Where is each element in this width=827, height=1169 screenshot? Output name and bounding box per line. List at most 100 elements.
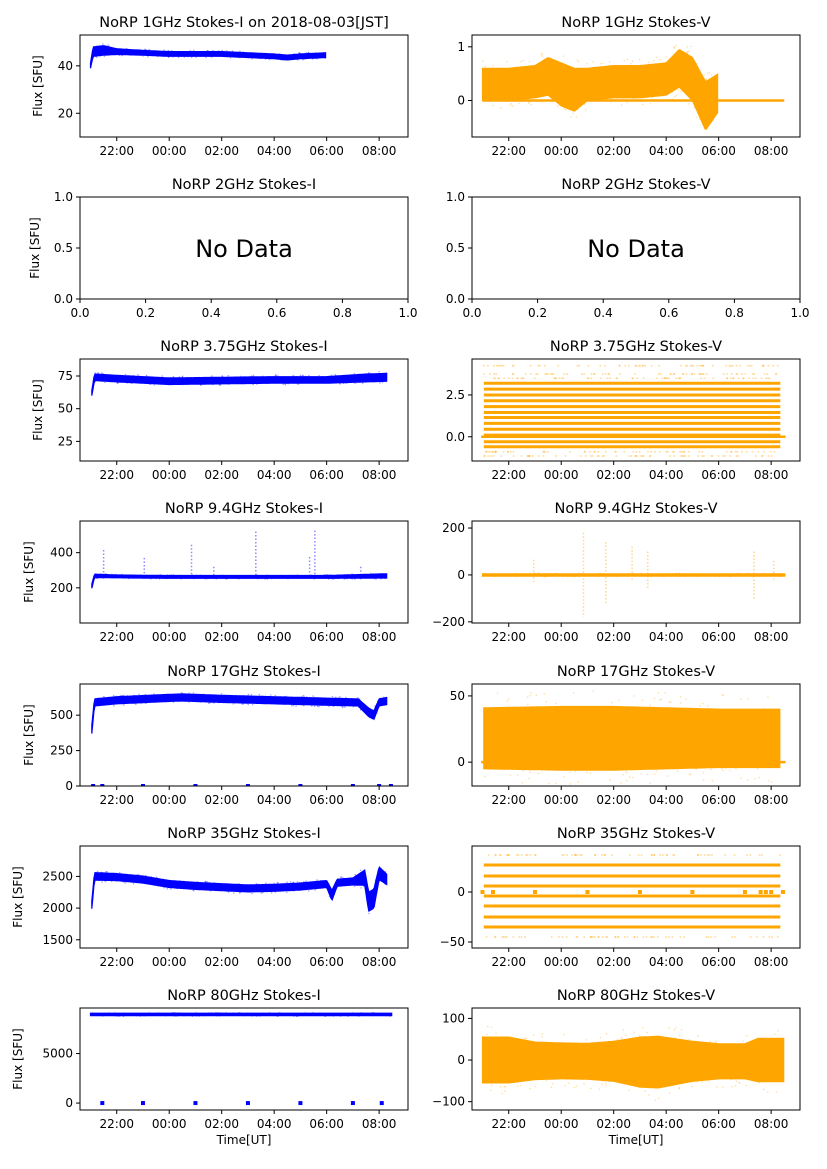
data-point: [673, 454, 676, 457]
data-point: [646, 1031, 648, 1034]
data-point: [542, 450, 545, 453]
data-point: [378, 370, 380, 373]
x-tick-label: 02:00: [596, 955, 631, 969]
data-point: [653, 773, 656, 775]
data-point: [339, 383, 341, 385]
data-point: [607, 373, 610, 376]
data-point: [508, 698, 510, 701]
data-point: [236, 577, 239, 580]
x-tick-label: 00:00: [152, 144, 187, 158]
data-point: [91, 715, 94, 717]
y-tick-label: 2.5: [446, 388, 465, 402]
data-point: [284, 382, 286, 385]
x-tick-label: 06:00: [309, 144, 344, 158]
data-point: [649, 704, 652, 706]
data-point: [650, 364, 653, 367]
data-point: [657, 691, 660, 694]
data-point: [745, 450, 748, 453]
x-tick-label: 22:00: [491, 630, 526, 644]
data-point: [176, 887, 179, 890]
data-point: [232, 51, 235, 53]
data-point: [196, 881, 199, 883]
data-point: [351, 573, 353, 575]
data-point: [168, 55, 170, 58]
data-point: [141, 1014, 144, 1017]
data-point: [293, 574, 296, 577]
data-point: [659, 854, 662, 856]
data-point: [168, 50, 170, 52]
axes-frame: [471, 1007, 801, 1111]
data-point: [265, 882, 267, 884]
data-point: [509, 67, 511, 69]
data-point: [633, 936, 636, 938]
data-point: [562, 373, 565, 376]
data-point: [195, 1012, 198, 1014]
data-point: [226, 577, 229, 580]
data-point: [121, 694, 123, 697]
data-point: [291, 881, 294, 884]
data-point: [740, 373, 743, 376]
x-tick-label: 08:00: [754, 144, 789, 158]
data-point: [748, 364, 751, 367]
data-point: [736, 450, 739, 453]
data-point: [251, 58, 253, 60]
data-point: [512, 373, 515, 376]
data-point: [92, 56, 94, 58]
data-point: [291, 375, 294, 378]
data-point: [566, 575, 568, 578]
data-point: [274, 891, 277, 893]
data-point: [574, 770, 577, 773]
subplot-title: NoRP 35GHz Stokes-V: [557, 826, 715, 842]
data-point: [255, 882, 257, 885]
data-point: [298, 52, 300, 54]
plot-area: [89, 43, 327, 69]
axes-frame: [79, 34, 409, 138]
data-point: [536, 373, 539, 376]
data-point: [658, 698, 661, 701]
data-point: [520, 936, 523, 938]
data-point: [227, 891, 230, 893]
data-point: [541, 55, 544, 57]
data-point: [666, 377, 669, 380]
data-point: [541, 1033, 544, 1035]
data-point: [610, 854, 613, 856]
data-point: [767, 364, 770, 367]
data-point: [144, 49, 147, 51]
x-tick-label: 00:00: [544, 630, 579, 644]
data-point: [257, 577, 260, 580]
data-point: [221, 375, 224, 377]
data-point: [354, 578, 356, 580]
data-point: [229, 57, 232, 59]
data-point: [264, 58, 267, 60]
data-point: [775, 1090, 778, 1093]
data-point: [296, 574, 299, 576]
data-point: [590, 936, 593, 938]
data-point: [761, 572, 763, 575]
data-point: [646, 450, 649, 453]
data-point: [700, 854, 703, 856]
data-point: [221, 375, 224, 378]
data-point: [553, 377, 556, 380]
data-point-zero: [140, 784, 145, 786]
data-point: [352, 705, 354, 708]
data-point: [758, 1082, 761, 1084]
data-point: [181, 375, 184, 378]
x-tick-label: 08:00: [362, 630, 397, 644]
data-point: [627, 575, 629, 578]
data-point: [636, 936, 639, 938]
data-point: [739, 364, 742, 367]
data-point: [199, 574, 202, 576]
data-point: [547, 782, 550, 785]
data-point: [577, 575, 580, 578]
data-point: [90, 59, 92, 62]
data-point: [511, 373, 514, 376]
data-point: [706, 705, 709, 707]
data-point: [145, 702, 147, 705]
data-point: [102, 43, 104, 45]
data-point: [667, 936, 670, 938]
data-point: [678, 1087, 681, 1089]
data-point: [602, 1080, 605, 1082]
data-point: [255, 883, 258, 886]
data-point: [184, 383, 187, 386]
data-point: [138, 693, 140, 696]
